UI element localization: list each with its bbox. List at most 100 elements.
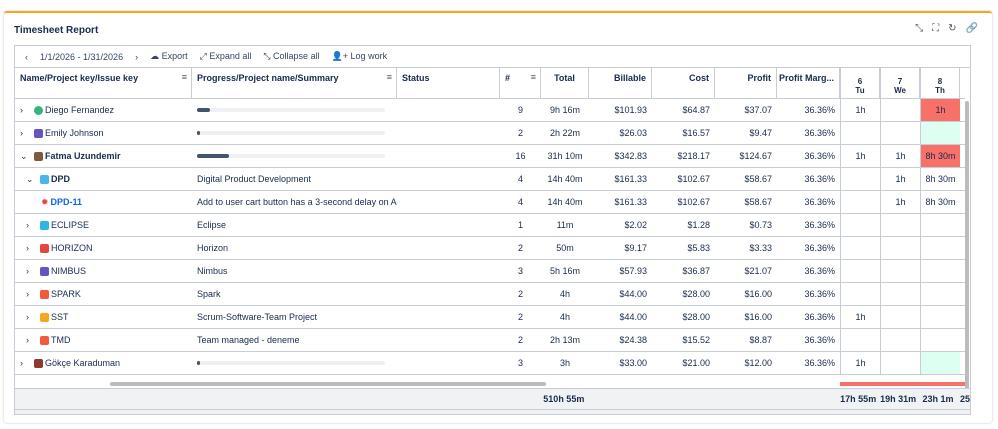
col-day-6[interactable]: 6 Tu [840,68,880,98]
day-cell[interactable]: 8h 30m [920,191,960,213]
row-name: TMD [51,335,71,345]
chevron-right-icon[interactable]: › [20,128,23,138]
chevron-down-icon[interactable]: ⌄ [26,173,34,184]
day-cell[interactable] [840,122,880,144]
day-cell[interactable] [840,329,880,351]
collapse-all-button[interactable]: ⤡ Collapse all [263,51,319,62]
col-day-8[interactable]: 8 Th [920,68,960,98]
day-cell[interactable]: 1h [920,99,960,121]
day-cell[interactable] [920,260,960,282]
row-name[interactable]: DPD-11 [50,197,83,207]
status [397,214,500,236]
chevron-right-icon[interactable]: › [26,312,29,322]
prev-period-button[interactable]: ‹ [25,51,28,62]
day-cell[interactable] [880,283,920,305]
day-cell[interactable] [920,306,960,328]
col-progress[interactable]: Progress/Project name/Summary ≡ [192,68,397,98]
table-row[interactable]: ⌄ DPD Digital Product Development 4 14h 4… [15,168,965,191]
chevron-right-icon[interactable]: › [20,105,23,115]
col-name[interactable]: Name/Project key/Issue key ≡ [15,68,192,98]
filter-icon[interactable]: ≡ [530,72,536,82]
day-cell[interactable]: 1h [840,99,880,121]
profit-margin: 36.36% [804,174,835,184]
day-cell[interactable] [880,352,920,374]
table-row[interactable]: › Gökçe Karaduman 3 3h $33.00 $21.00 $12.… [15,352,965,375]
chevron-right-icon[interactable]: › [26,289,29,299]
day-cell[interactable] [880,214,920,236]
day-cell[interactable] [840,237,880,259]
day-cell[interactable] [920,237,960,259]
filter-icon[interactable]: ≡ [181,72,187,82]
day-cell[interactable]: 1h [840,145,880,167]
table-row[interactable]: › SPARK Spark 2 4h $44.00 $28.00 $16.00 3… [15,283,965,306]
horizontal-scrollbar[interactable] [110,382,546,386]
chevron-right-icon[interactable]: › [26,243,29,253]
table-row[interactable]: › Diego Fernandez 9 9h 16m $101.93 $64.87… [15,99,965,122]
col-cost[interactable]: Cost [652,68,715,98]
day-cell[interactable] [920,283,960,305]
day-cell[interactable]: 8h 30m [920,145,960,167]
fullscreen-icon[interactable]: ⛶ [932,23,940,34]
day-cell[interactable] [840,283,880,305]
chevron-right-icon[interactable]: › [26,220,29,230]
table-row[interactable]: › NIMBUS Nimbus 3 5h 16m $57.93 $36.87 $2… [15,260,965,283]
vertical-scrollbar[interactable] [965,101,969,396]
day-cell[interactable] [880,237,920,259]
col-profit[interactable]: Profit [715,68,777,98]
table-row[interactable]: › ECLIPSE Eclipse 1 11m $2.02 $1.28 $0.73… [15,214,965,237]
day-cell[interactable] [880,306,920,328]
day-cell[interactable] [840,260,880,282]
status [397,99,500,121]
export-button[interactable]: ☁ Export [150,51,188,62]
table-row[interactable]: ⌄ Fatma Uzundemir 16 31h 10m $342.83 $218… [15,145,965,168]
bug-icon: ✹ [41,196,49,207]
day-cell[interactable]: 1h [880,191,920,213]
table-row[interactable]: › SST Scrum-Software-Team Project 2 4h $4… [15,306,965,329]
day-cell[interactable] [920,214,960,236]
day-cell[interactable] [840,191,880,213]
day-cell[interactable]: 1h [840,306,880,328]
chevron-right-icon[interactable]: › [26,266,29,276]
date-range[interactable]: 1/1/2026 - 1/31/2026 [40,51,124,62]
minimize-icon[interactable]: ⤡ [915,23,924,34]
day-cell[interactable] [880,99,920,121]
day-cell[interactable] [840,168,880,190]
day-cell[interactable]: 1h [840,352,880,374]
billable: $101.93 [614,105,647,115]
profit: $0.73 [749,220,772,230]
table-row[interactable]: ✹ DPD-11 Add to user cart button has a 3-… [15,191,965,214]
day-cell[interactable] [840,214,880,236]
col-billable[interactable]: Billable [589,68,652,98]
chevron-down-icon[interactable]: ⌄ [20,150,28,161]
profit-margin: 36.36% [804,243,835,253]
col-day-7[interactable]: 7 We [880,68,920,98]
day-cell[interactable]: 1h [880,168,920,190]
link-icon[interactable]: 🔗 [965,23,978,34]
col-margin[interactable]: Profit Marg... [777,68,840,98]
day-cell[interactable] [920,329,960,351]
col-total[interactable]: Total [541,68,589,98]
col-status[interactable]: Status [397,68,500,98]
next-period-button[interactable]: › [135,51,139,62]
table-row[interactable]: › Emily Johnson 2 2h 22m $26.03 $16.57 $9… [15,122,965,145]
table-row[interactable]: › TMD Team managed - deneme 2 2h 13m $24.… [15,329,965,352]
col-count[interactable]: # ≡ [500,68,541,98]
footer-day-9: 25 [960,394,971,404]
refresh-icon[interactable]: ↻ [948,23,957,34]
day-cell[interactable] [920,352,960,374]
count: 4 [517,174,523,184]
day-cell[interactable] [880,260,920,282]
day-cell[interactable] [880,122,920,144]
filter-icon[interactable]: ≡ [386,72,392,82]
progress-bar [197,361,385,365]
chevron-right-icon[interactable]: › [20,358,23,368]
log-work-button[interactable]: 👤+ Log work [332,51,388,62]
day-cell[interactable] [920,122,960,144]
chevron-right-icon[interactable]: › [26,335,29,345]
collapse-label: Collapse all [273,51,320,61]
day-cell[interactable]: 8h 30m [920,168,960,190]
expand-all-button[interactable]: ⤢ Expand all [200,51,252,62]
day-cell[interactable]: 1h [880,145,920,167]
table-row[interactable]: › HORIZON Horizon 2 50m $9.17 $5.83 $3.33… [15,237,965,260]
day-cell[interactable] [880,329,920,351]
